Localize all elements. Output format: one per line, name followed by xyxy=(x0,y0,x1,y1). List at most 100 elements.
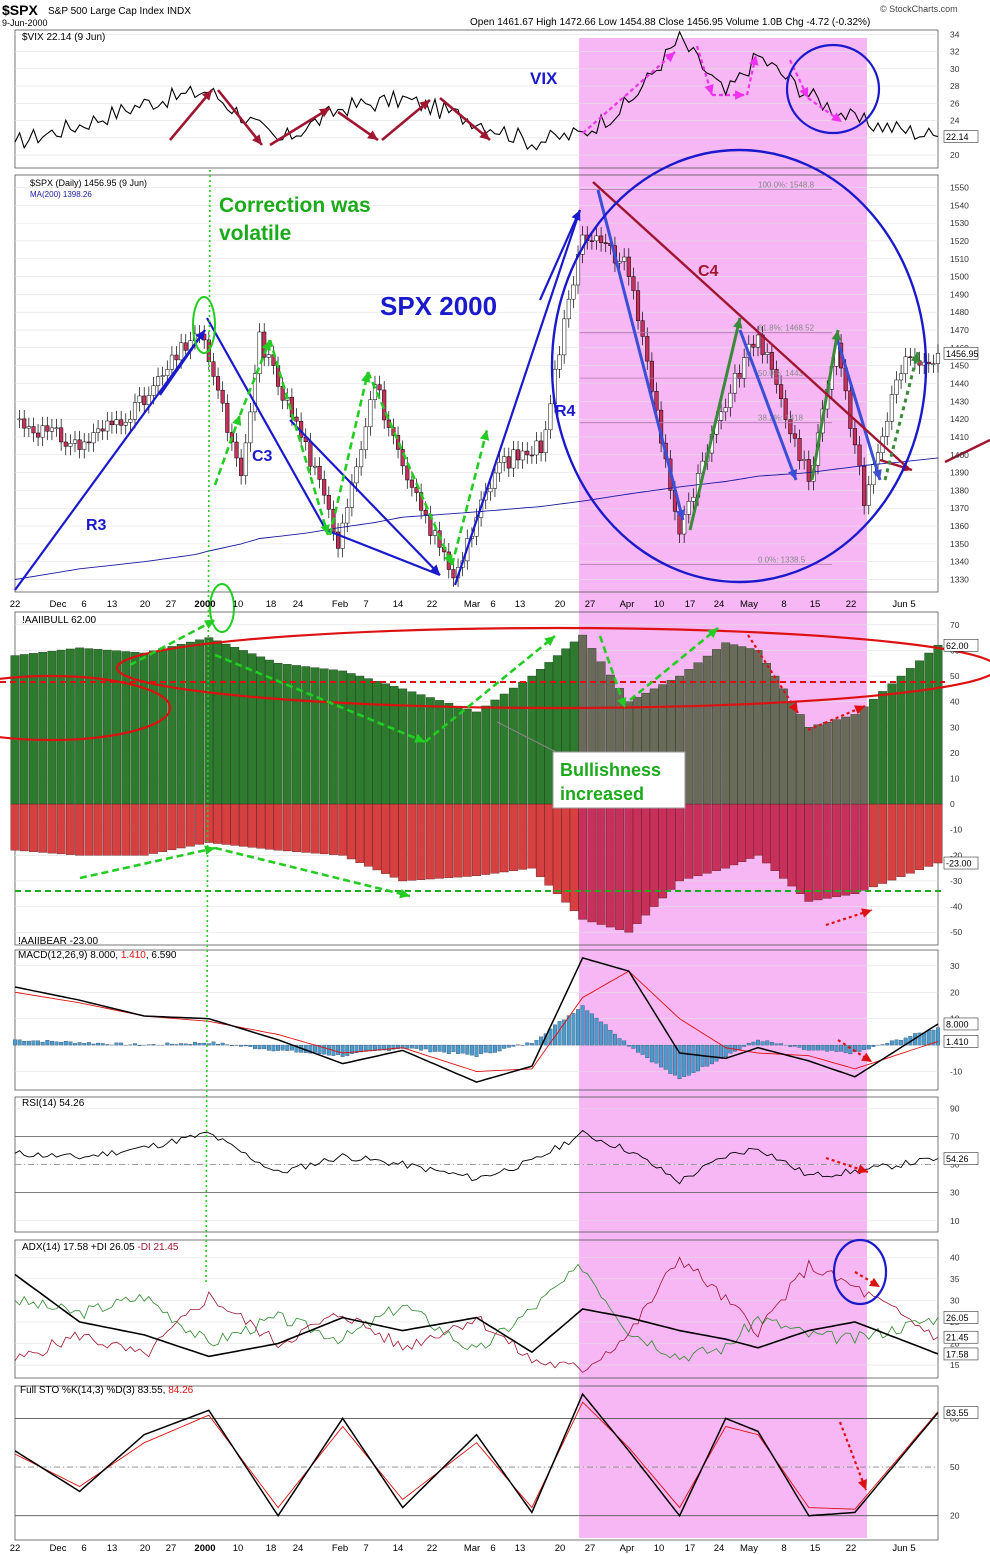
x-label-top: 13 xyxy=(107,599,118,610)
copyright-label: © StockCharts.com xyxy=(880,4,958,14)
spx-candle-up xyxy=(54,427,59,430)
macd-hist-bar xyxy=(345,1044,350,1056)
spx-candle-up xyxy=(165,369,170,376)
macd-hist-bar xyxy=(105,1044,110,1046)
spx-candle-up xyxy=(719,411,724,421)
sto-legend-b: 84.26 xyxy=(168,1385,193,1396)
macd-hist-bar xyxy=(871,1044,876,1047)
spx-zigzag-4 xyxy=(366,371,454,566)
macd-hist-bar xyxy=(409,1044,414,1049)
sto-legend: Full STO %K(14,3) %D(3) 83.55, 84.26 xyxy=(20,1385,194,1396)
spx-candle-up xyxy=(68,443,73,447)
macd-hist-bar xyxy=(100,1043,105,1046)
macd-hist-bar xyxy=(806,1044,811,1051)
bullishness-line1: Bullishness xyxy=(560,760,661,780)
aaii-bull-bar xyxy=(93,649,103,805)
aaii-bear-bar xyxy=(398,803,408,882)
exchange-label: INDX xyxy=(167,6,191,17)
x-label-top: 24 xyxy=(714,599,725,610)
aaii-bull-bar xyxy=(176,644,186,805)
vix-tick-20: 20 xyxy=(950,150,960,160)
macd-hist-bar xyxy=(672,1044,677,1076)
spx-candle-down xyxy=(589,240,594,242)
aaii-bull-bar xyxy=(158,648,168,805)
macd-hist-bar xyxy=(96,1042,101,1046)
macd-hist-bar xyxy=(119,1042,124,1046)
macd-value-box xyxy=(943,1017,979,1031)
aaii-bull-bar xyxy=(407,691,417,805)
aaii-green-arrow-5 xyxy=(79,846,216,880)
spx-candle-up xyxy=(594,235,599,242)
macd-hist-bar xyxy=(197,1043,202,1046)
spx-candle-up xyxy=(72,439,78,444)
aaii-bull-bar xyxy=(729,644,739,805)
sto-value-text: 83.55 xyxy=(946,1408,969,1418)
aaii-bull-bar xyxy=(693,662,703,805)
macd-hist-bar xyxy=(59,1042,64,1046)
aaii-bear-bar xyxy=(319,803,329,855)
spx-candle-up xyxy=(488,487,493,493)
macd-hist-bar xyxy=(562,1019,567,1046)
sto-frame xyxy=(14,1385,939,1541)
spx-candle-down xyxy=(234,441,239,459)
vix-dotted-5-head xyxy=(831,112,842,122)
aaii-tick-40: 40 xyxy=(950,697,960,707)
vix-arrow-0 xyxy=(169,89,213,141)
aaii-bear-bar xyxy=(149,803,158,854)
aaii-bear-bar xyxy=(230,803,240,846)
spx-candle-down xyxy=(225,402,230,433)
aaii-bull-bar xyxy=(221,643,231,805)
aaii-bear-bar xyxy=(407,803,417,881)
adx-tick-35: 35 xyxy=(950,1274,960,1284)
macd-hist-bar xyxy=(742,1044,747,1047)
aaii-bear-bar xyxy=(675,803,684,882)
aaii-bull-bar xyxy=(544,662,554,805)
spx-tick-1500: 1500 xyxy=(950,272,969,282)
aaii-green-arrow-2 xyxy=(424,634,556,744)
spx-candle-up xyxy=(179,342,184,361)
spx-tick-1390: 1390 xyxy=(950,468,969,478)
rsi-value-text: 54.26 xyxy=(946,1154,969,1164)
spx-candle-up xyxy=(345,507,350,524)
spx-candle-down xyxy=(326,494,331,510)
vix-dotted-1-head xyxy=(704,84,714,95)
adx-value-box xyxy=(943,1330,979,1344)
macd-hist-bar xyxy=(73,1043,77,1046)
spx-candle-down xyxy=(109,420,114,426)
sto-tick-20: 20 xyxy=(950,1511,960,1521)
sto-tick-50: 50 xyxy=(950,1462,960,1472)
x-label-bottom: 15 xyxy=(810,1543,821,1554)
aaii-bear-bar xyxy=(933,803,943,864)
x-label-top: 8 xyxy=(781,599,786,610)
vix-tick-32: 32 xyxy=(950,47,960,57)
aaii-bull-bar xyxy=(795,714,805,805)
aaii-bull-bar xyxy=(346,673,356,805)
macd-hist-bar xyxy=(373,1044,377,1051)
spx-candle-up xyxy=(160,375,165,377)
macd-red-arrow xyxy=(837,1039,873,1063)
macd-hist-bar xyxy=(382,1044,387,1051)
r4-arrow xyxy=(538,209,582,301)
macd-hist-bar xyxy=(469,1044,474,1056)
adx-tick-30: 30 xyxy=(950,1295,960,1305)
r3-arrow xyxy=(159,329,206,396)
spx-candle-down xyxy=(174,354,179,361)
vix-circle xyxy=(785,43,881,135)
macd-value-box xyxy=(943,1035,979,1048)
aaii-bear-bar xyxy=(10,803,20,851)
aaii-value-box xyxy=(943,856,979,870)
aaii-bear-bar xyxy=(887,803,897,881)
aaii-bear-bar xyxy=(265,803,274,850)
macd-hist-bar xyxy=(576,1009,580,1046)
x-label-bottom: 17 xyxy=(685,1543,696,1554)
aaii-bear-bar xyxy=(605,803,615,928)
callout-pointer xyxy=(496,721,557,753)
macd-hist-bar xyxy=(645,1044,650,1058)
macd-hist-bar xyxy=(534,1040,539,1046)
macd-hist-bar xyxy=(922,1032,927,1046)
vix-arrow-0-head xyxy=(201,90,212,101)
macd-hist-bar xyxy=(349,1044,354,1054)
spx-candle-down xyxy=(506,456,511,469)
x-label-top: 22 xyxy=(427,599,438,610)
x-label-top: 14 xyxy=(393,599,404,610)
